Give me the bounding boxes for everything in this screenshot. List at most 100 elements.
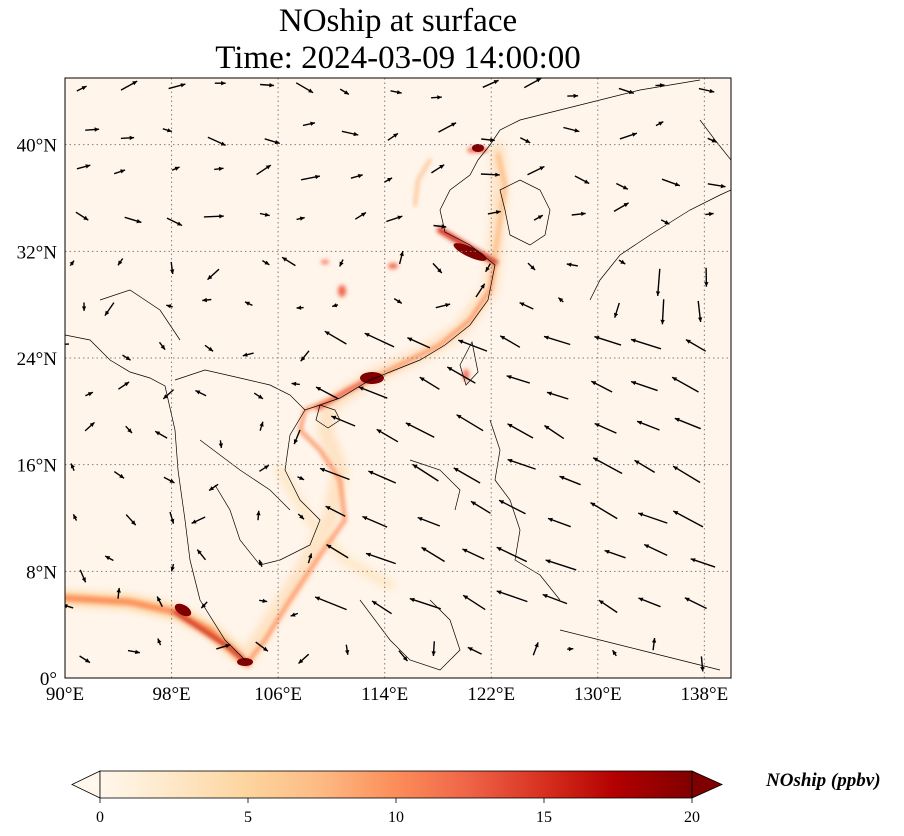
wind-vector-head	[298, 658, 304, 664]
wind-vector	[358, 386, 388, 399]
wind-vector-head	[157, 596, 162, 602]
wind-vector	[412, 463, 439, 482]
wind-vector-head	[544, 335, 549, 340]
wind-vector	[456, 414, 484, 432]
wind-vector-head	[218, 443, 223, 448]
wind-vector-head	[542, 594, 548, 599]
wind-vector-head	[160, 344, 166, 350]
wind-vector-head	[315, 596, 321, 601]
wind-vector-head	[673, 511, 679, 516]
wind-vector-head	[419, 377, 425, 382]
wind-vector-head	[207, 274, 213, 280]
wind-vector-head	[358, 386, 364, 391]
wind-vector-head	[405, 422, 411, 427]
noship-concentration-field	[65, 142, 508, 668]
wind-vector-head	[345, 650, 350, 655]
wind-vector-head	[507, 423, 513, 428]
wind-vector-head	[73, 514, 78, 520]
wind-vector-head	[462, 548, 468, 553]
map-panel	[64, 77, 732, 679]
wind-vector-head	[664, 220, 670, 225]
wind-vector-head	[167, 128, 172, 133]
colorbar-min-extend	[71, 770, 101, 799]
wind-vector-head	[208, 346, 214, 352]
wind-vector-head	[431, 651, 436, 656]
wind-vector-head	[614, 312, 619, 318]
wind-vector	[545, 559, 577, 571]
wind-vector-head	[125, 355, 131, 361]
wind-vector-head	[445, 303, 451, 308]
wind-vector-head	[89, 422, 95, 427]
wind-vector-head	[407, 337, 413, 342]
lat-tick-label: 24°N	[17, 349, 58, 370]
wind-vector-head	[396, 299, 402, 304]
colorbar-gradient	[100, 771, 692, 798]
wind-vector-head	[296, 305, 302, 310]
wind-vector-head	[598, 600, 604, 605]
wind-vector-head	[256, 510, 261, 516]
wind-vector-head	[81, 306, 87, 311]
wind-vector-head	[264, 260, 270, 265]
lat-axis: 0° 8°N 16°N 24°N 32°N 40°N	[17, 136, 58, 690]
wind-vector-head	[490, 137, 495, 143]
wind-vector-head	[264, 465, 269, 470]
lat-tick-label: 0°	[40, 669, 57, 690]
wind-vector-head	[315, 174, 320, 180]
lat-tick-label: 40°N	[17, 136, 58, 157]
wind-vector-head	[558, 297, 564, 303]
wind-vector-head	[397, 215, 403, 220]
lon-tick-label: 114°E	[361, 684, 408, 705]
wind-vector-head	[191, 519, 197, 524]
wind-vector-head	[568, 646, 574, 652]
colorbar: 0 5 10 15 20	[71, 770, 723, 826]
wind-vector-head	[631, 381, 637, 386]
wind-vector-head	[690, 558, 696, 563]
wind-vector-head	[638, 597, 644, 602]
wind-vector-head	[672, 377, 678, 382]
wind-vector-head	[720, 183, 726, 189]
wind-vector-head	[708, 211, 714, 217]
wind-vector-head	[362, 516, 368, 521]
wind-vector-head	[258, 394, 263, 399]
wind-vector-head	[590, 502, 596, 507]
wind-vector-head	[104, 310, 110, 316]
wind-vector-head	[387, 177, 393, 182]
wind-vector	[319, 467, 350, 481]
wind-vector-head	[119, 473, 125, 479]
wind-vector	[507, 458, 536, 470]
wind-vector-head	[451, 122, 457, 127]
wind-vector-head	[437, 95, 442, 100]
wind-vector-head	[324, 331, 330, 336]
wind-vector-head	[265, 165, 271, 170]
wind-vector-head	[127, 428, 132, 433]
wind-vector-head	[326, 544, 332, 549]
wind-vector-head	[393, 133, 398, 138]
wind-vector-head	[530, 265, 536, 270]
wind-vector-head	[259, 421, 264, 427]
lon-axis: 90°E 98°E 106°E 114°E 122°E 130°E 138°E	[46, 684, 728, 705]
wind-vector-head	[357, 174, 363, 179]
wind-vector-head	[245, 301, 250, 306]
wind-vector-head	[135, 649, 140, 655]
wind-vector-head	[361, 212, 366, 217]
wind-vector-head	[132, 81, 138, 86]
wind-vector	[65, 604, 74, 609]
wind-vector-head	[94, 127, 100, 132]
wind-vector-head	[85, 164, 91, 169]
wind-vector-head	[674, 417, 680, 422]
wind-vector-head	[632, 132, 637, 137]
wind-vector-head	[506, 375, 512, 380]
wind-vector-head	[711, 138, 717, 143]
wind-vector-head	[129, 135, 135, 141]
wind-vector	[674, 417, 701, 430]
wind-vector	[365, 552, 396, 565]
wind-vector	[507, 423, 534, 439]
wind-vector-head	[166, 304, 172, 309]
wind-vector-head	[467, 647, 473, 652]
wind-vector-head	[659, 83, 665, 88]
wind-vector-head	[507, 458, 513, 463]
wind-vector-head	[594, 423, 600, 428]
wind-vector-head	[674, 182, 680, 187]
wind-vector-head	[299, 216, 305, 221]
